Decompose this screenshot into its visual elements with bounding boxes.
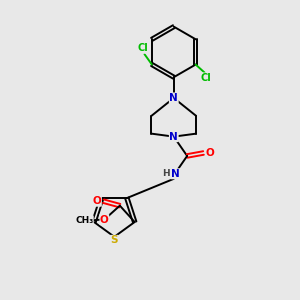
Text: N: N (171, 169, 180, 179)
Text: H: H (162, 169, 169, 178)
Text: O: O (206, 148, 214, 158)
Text: N: N (169, 132, 178, 142)
Text: N: N (169, 93, 178, 103)
Text: O: O (93, 196, 101, 206)
Text: Cl: Cl (201, 73, 212, 83)
Text: CH₃: CH₃ (75, 216, 93, 225)
Text: Cl: Cl (138, 43, 148, 53)
Text: S: S (111, 236, 118, 245)
Text: O: O (100, 214, 109, 225)
